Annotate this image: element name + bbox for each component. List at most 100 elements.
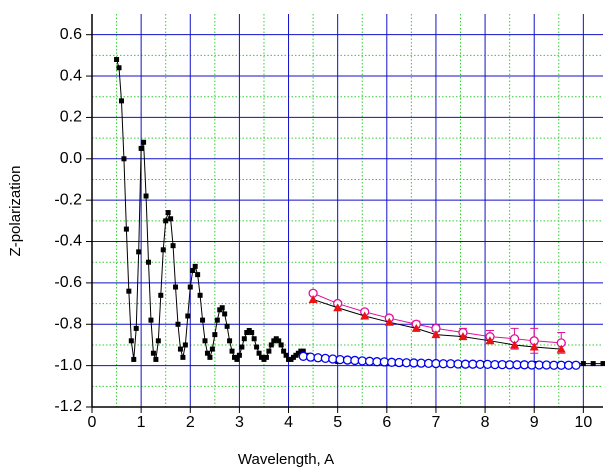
marker <box>276 338 282 344</box>
marker <box>600 361 605 367</box>
marker <box>300 348 306 354</box>
marker <box>204 350 210 356</box>
marker <box>249 330 255 336</box>
marker <box>529 342 539 351</box>
marker <box>158 292 164 298</box>
marker <box>150 350 156 356</box>
marker <box>254 344 260 350</box>
marker <box>281 348 287 354</box>
marker <box>251 336 257 342</box>
marker <box>170 243 176 249</box>
marker <box>165 210 171 216</box>
y-tick-label: 0.0 <box>60 150 82 167</box>
marker <box>411 323 421 332</box>
marker <box>209 346 215 352</box>
marker <box>126 288 132 294</box>
y-tick-label: -0.6 <box>54 274 82 291</box>
x-tick-label: 3 <box>235 414 244 431</box>
marker <box>180 354 186 360</box>
x-tick-label: 7 <box>431 414 440 431</box>
marker <box>202 338 208 344</box>
marker <box>163 218 169 224</box>
marker <box>185 313 191 319</box>
marker <box>268 342 274 348</box>
marker <box>121 156 127 162</box>
marker <box>214 317 220 323</box>
marker <box>133 325 139 331</box>
x-tick-label: 9 <box>530 414 539 431</box>
y-tick-label: -1.0 <box>54 357 82 374</box>
marker <box>128 338 134 344</box>
y-tick-label: -0.4 <box>54 233 82 250</box>
marker <box>200 317 206 323</box>
marker <box>384 317 394 326</box>
marker <box>155 338 161 344</box>
y-tick-label: 0.2 <box>60 109 82 126</box>
marker <box>283 352 289 358</box>
marker <box>241 336 247 342</box>
marker <box>485 336 495 345</box>
marker <box>160 247 166 253</box>
marker <box>168 216 174 222</box>
marker <box>141 139 147 145</box>
marker <box>136 249 142 255</box>
marker <box>187 284 193 290</box>
marker <box>131 356 137 362</box>
marker <box>118 98 124 104</box>
marker <box>175 321 181 327</box>
marker <box>263 354 269 360</box>
marker <box>458 332 468 341</box>
marker <box>116 65 122 71</box>
y-axis-title: Z-polarization <box>7 166 24 257</box>
marker <box>510 340 520 349</box>
marker <box>173 284 179 290</box>
marker <box>556 344 566 353</box>
marker <box>146 259 152 265</box>
marker <box>182 342 188 348</box>
marker <box>227 338 233 344</box>
marker <box>190 267 196 273</box>
x-tick-label: 2 <box>186 414 195 431</box>
marker <box>148 317 154 323</box>
y-tick-label: -0.2 <box>54 191 82 208</box>
x-axis-title: Wavelength, A <box>238 451 334 468</box>
marker <box>123 226 129 232</box>
marker <box>590 361 596 367</box>
marker <box>266 348 272 354</box>
y-tick-label: 0.6 <box>60 26 82 43</box>
marker <box>197 292 203 298</box>
marker <box>143 193 149 199</box>
x-tick-label: 5 <box>333 414 342 431</box>
x-tick-label: 4 <box>284 414 293 431</box>
y-tick-label: -1.2 <box>54 398 82 415</box>
y-tick-label: -0.8 <box>54 315 82 332</box>
marker <box>580 361 586 367</box>
y-tick-label: 0.4 <box>60 67 82 84</box>
marker <box>207 354 213 360</box>
marker <box>219 305 225 311</box>
marker <box>236 352 242 358</box>
marker <box>256 350 262 356</box>
x-tick-label: 6 <box>382 414 391 431</box>
marker <box>153 356 159 362</box>
marker <box>333 303 343 312</box>
marker <box>177 346 183 352</box>
marker <box>278 342 284 348</box>
marker <box>360 311 370 320</box>
x-tick-label: 8 <box>481 414 490 431</box>
x-tick-label: 0 <box>88 414 97 431</box>
marker <box>114 57 120 63</box>
marker <box>222 311 228 317</box>
x-tick-label: 1 <box>137 414 146 431</box>
marker <box>571 360 581 370</box>
marker <box>224 323 230 329</box>
marker <box>308 294 318 303</box>
marker <box>239 344 245 350</box>
marker <box>195 272 201 278</box>
marker <box>138 145 144 151</box>
x-tick-label: 10 <box>574 414 592 431</box>
marker <box>229 348 235 354</box>
marker <box>431 330 441 339</box>
marker <box>234 356 240 362</box>
